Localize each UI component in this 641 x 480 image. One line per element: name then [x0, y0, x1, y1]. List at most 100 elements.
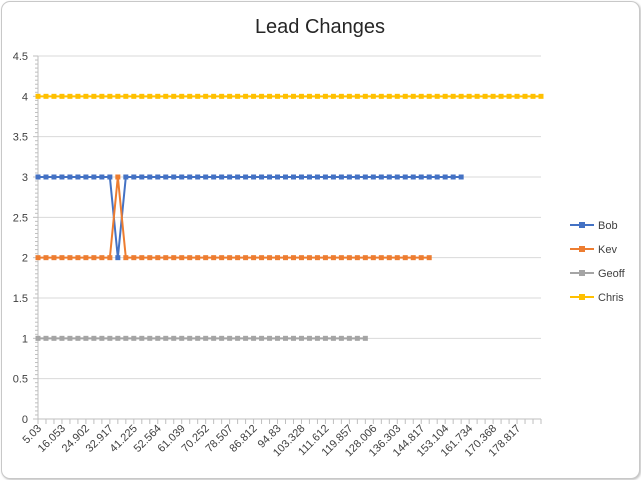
data-point-chris — [43, 93, 49, 99]
data-point-geoff — [91, 335, 97, 341]
data-point-bob — [267, 174, 273, 180]
data-point-kev — [314, 255, 320, 261]
data-point-geoff — [322, 335, 328, 341]
data-point-geoff — [59, 335, 65, 341]
data-point-kev — [330, 255, 336, 261]
data-point-bob — [386, 174, 392, 180]
data-point-bob — [107, 174, 113, 180]
data-point-chris — [67, 93, 73, 99]
data-point-bob — [314, 174, 320, 180]
data-point-chris — [306, 93, 312, 99]
data-point-kev — [59, 255, 65, 261]
data-point-kev — [251, 255, 257, 261]
data-point-bob — [362, 174, 368, 180]
data-point-geoff — [147, 335, 153, 341]
data-point-kev — [235, 255, 241, 261]
data-point-geoff — [267, 335, 273, 341]
data-point-bob — [450, 174, 456, 180]
data-point-geoff — [115, 335, 121, 341]
data-point-geoff — [227, 335, 233, 341]
data-point-bob — [35, 174, 41, 180]
data-point-chris — [179, 93, 185, 99]
data-point-kev — [163, 255, 169, 261]
data-point-chris — [75, 93, 81, 99]
data-point-bob — [283, 174, 289, 180]
legend-label-geoff: Geoff — [598, 268, 626, 280]
data-point-chris — [107, 93, 113, 99]
data-point-chris — [482, 93, 488, 99]
data-point-bob — [426, 174, 432, 180]
data-point-bob — [67, 174, 73, 180]
y-tick-label: 3.5 — [13, 132, 28, 144]
data-point-chris — [59, 93, 65, 99]
y-tick-label: 1.5 — [13, 293, 28, 305]
data-point-chris — [155, 93, 161, 99]
data-point-kev — [322, 255, 328, 261]
data-point-chris — [434, 93, 440, 99]
data-point-chris — [195, 93, 201, 99]
data-point-geoff — [283, 335, 289, 341]
data-point-bob — [131, 174, 137, 180]
legend-label-bob: Bob — [598, 220, 618, 232]
data-point-chris — [267, 93, 273, 99]
data-point-bob — [123, 174, 129, 180]
legend-marker-chris — [579, 294, 585, 300]
data-point-kev — [51, 255, 57, 261]
data-point-chris — [99, 93, 105, 99]
data-point-bob — [147, 174, 153, 180]
data-point-chris — [522, 93, 528, 99]
data-point-chris — [450, 93, 456, 99]
data-point-geoff — [155, 335, 161, 341]
data-point-kev — [290, 255, 296, 261]
data-point-chris — [131, 93, 137, 99]
data-point-geoff — [243, 335, 249, 341]
y-tick-label: 0.5 — [13, 374, 28, 386]
data-point-geoff — [362, 335, 368, 341]
data-point-chris — [466, 93, 472, 99]
data-point-chris — [123, 93, 129, 99]
data-point-bob — [211, 174, 217, 180]
series-lines — [35, 93, 544, 341]
data-point-kev — [410, 255, 416, 261]
data-point-bob — [346, 174, 352, 180]
data-point-bob — [418, 174, 424, 180]
data-point-kev — [227, 255, 233, 261]
y-tick-label: 4 — [22, 91, 28, 103]
axes: 00.511.522.533.544.55.0316.05324.90232.9… — [13, 51, 542, 459]
data-point-kev — [203, 255, 209, 261]
legend-label-kev: Kev — [598, 244, 617, 256]
data-point-geoff — [99, 335, 105, 341]
data-point-geoff — [251, 335, 257, 341]
data-point-chris — [498, 93, 504, 99]
data-point-chris — [426, 93, 432, 99]
data-point-chris — [530, 93, 536, 99]
data-point-kev — [67, 255, 73, 261]
data-point-chris — [402, 93, 408, 99]
data-point-bob — [410, 174, 416, 180]
data-point-bob — [179, 174, 185, 180]
data-point-kev — [131, 255, 137, 261]
y-tick-label: 3 — [22, 172, 28, 184]
data-point-geoff — [67, 335, 73, 341]
y-tick-label: 1 — [22, 333, 28, 345]
y-tick-label: 0 — [22, 414, 28, 426]
data-point-chris — [83, 93, 89, 99]
data-point-kev — [283, 255, 289, 261]
data-point-bob — [306, 174, 312, 180]
data-point-geoff — [290, 335, 296, 341]
data-point-chris — [418, 93, 424, 99]
data-point-geoff — [306, 335, 312, 341]
data-point-kev — [306, 255, 312, 261]
data-point-chris — [227, 93, 233, 99]
data-point-chris — [290, 93, 296, 99]
data-point-kev — [75, 255, 81, 261]
data-point-bob — [330, 174, 336, 180]
data-point-bob — [370, 174, 376, 180]
legend-marker-geoff — [579, 270, 585, 276]
data-point-bob — [394, 174, 400, 180]
data-point-kev — [83, 255, 89, 261]
data-point-chris — [314, 93, 320, 99]
data-point-chris — [171, 93, 177, 99]
data-point-chris — [35, 93, 41, 99]
data-point-chris — [474, 93, 480, 99]
